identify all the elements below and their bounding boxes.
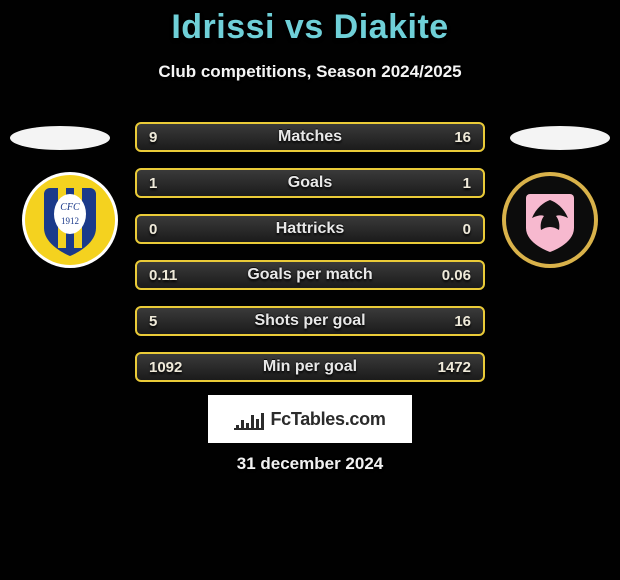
stat-row: 1 1Goals bbox=[135, 168, 485, 198]
stat-value-left: 9 bbox=[149, 124, 157, 150]
stat-value-left: 0.11 bbox=[149, 262, 177, 288]
club-badge-left: CFC 1912 bbox=[20, 170, 120, 270]
player-name-oval-left bbox=[10, 126, 110, 150]
stat-value-left: 1 bbox=[149, 170, 157, 196]
stat-row: 5 16Shots per goal bbox=[135, 306, 485, 336]
stat-value-right: 1 bbox=[463, 170, 471, 196]
stat-row: 0 0Hattricks bbox=[135, 214, 485, 244]
shield-icon: CFC 1912 bbox=[20, 170, 120, 270]
stat-value-right: 1472 bbox=[438, 354, 471, 380]
stat-label: Goals per match bbox=[137, 262, 483, 288]
stat-value-right: 0 bbox=[463, 216, 471, 242]
svg-text:CFC: CFC bbox=[60, 202, 80, 213]
stat-label: Matches bbox=[137, 124, 483, 150]
stat-value-left: 1092 bbox=[149, 354, 182, 380]
stat-row: 1092 1472Min per goal bbox=[135, 352, 485, 382]
svg-text:1912: 1912 bbox=[61, 216, 79, 226]
page-title: Idrissi vs Diakite bbox=[0, 8, 620, 47]
stat-label: Shots per goal bbox=[137, 308, 483, 334]
comparison-card: Idrissi vs Diakite Club competitions, Se… bbox=[0, 0, 620, 580]
page-subtitle: Club competitions, Season 2024/2025 bbox=[0, 62, 620, 82]
stat-value-right: 0.06 bbox=[442, 262, 471, 288]
fctables-logo: FcTables.com bbox=[208, 395, 412, 443]
club-badge-right bbox=[500, 170, 600, 270]
stat-value-left: 5 bbox=[149, 308, 157, 334]
stat-value-left: 0 bbox=[149, 216, 157, 242]
stat-label: Min per goal bbox=[137, 354, 483, 380]
stat-row: 9 16Matches bbox=[135, 122, 485, 152]
player-name-oval-right bbox=[510, 126, 610, 150]
stat-label: Goals bbox=[137, 170, 483, 196]
stat-row: 0.11 0.06Goals per match bbox=[135, 260, 485, 290]
stat-label: Hattricks bbox=[137, 216, 483, 242]
logo-text: FcTables.com bbox=[270, 409, 385, 430]
snapshot-date: 31 december 2024 bbox=[0, 454, 620, 474]
stat-value-right: 16 bbox=[454, 124, 471, 150]
eagle-shield-icon bbox=[500, 170, 600, 270]
stats-table: 916Matches11Goals00Hattricks0.110.06Goal… bbox=[135, 122, 485, 398]
bar-chart-icon bbox=[234, 407, 264, 431]
stat-value-right: 16 bbox=[454, 308, 471, 334]
